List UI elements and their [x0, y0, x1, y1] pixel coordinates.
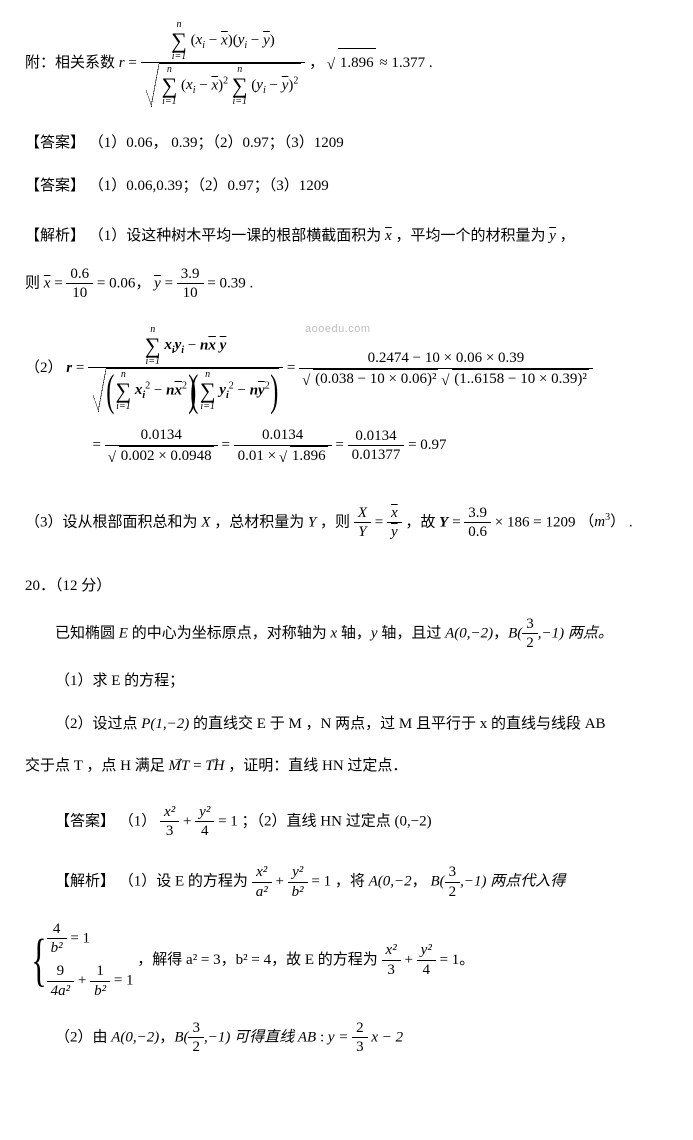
answer-text: （1）0.06,0.39；（2）0.97；（3）1209 [89, 178, 329, 194]
eq-sign: = [128, 55, 140, 71]
r-step4: 0.0134 0.01377 [348, 427, 405, 466]
analysis-p1-calc: 则 x = 0.610 = 0.06， y = 3.910 = 0.39 . [25, 265, 668, 304]
analysis-p3: （3）设从根部面积总和为 X ，总材积量为 Y ，则 XY = xy ，故 Y … [25, 504, 668, 543]
r-formula-frac: n∑i=1 xiyi − nx y ( n∑i=1 xi2 − nx2 )( n… [88, 325, 283, 412]
vec-th: TH [205, 756, 224, 774]
ybar: y [549, 228, 556, 244]
q20-stem-1: 已知椭圆 E 的中心为坐标原点，对称轴为 x 轴，y 轴，且过 A(0,−2)，… [25, 615, 668, 654]
analysis-p2: aooedu.com （2） r = n∑i=1 xiyi − nx y ( n… [25, 325, 668, 412]
p2-label: （2） [25, 360, 63, 376]
analysis-tag: 【解析】 [25, 228, 85, 244]
q20-answer: 【答案】 （1） x²3 + y²4 = 1 ；（2）直线 HN 过定点 (0,… [25, 803, 668, 842]
analysis-p2-line2: = 0.0134 0.002 × 0.0948 = 0.0134 0.01 × … [25, 426, 668, 466]
comma: ， [309, 55, 328, 71]
q20-sub1: （1）求 E 的方程； [25, 667, 668, 696]
sqrt-1896: 1.896 [338, 48, 376, 78]
appendix-correlation: 附：相关系数 r = n∑i=1 (xi − x)(yi − y) n∑i=1 … [25, 20, 668, 107]
approx: ≈ 1.377 [379, 55, 425, 71]
answer-line-1: 【答案】 （1）0.06， 0.39；（2）0.97；（3）1209 [25, 129, 668, 158]
vec-mt: MT [168, 756, 189, 774]
left-brace-icon: { [31, 935, 46, 984]
corr-frac: n∑i=1 (xi − x)(yi − y) n∑i=1 (xi − x)2 n… [141, 20, 306, 107]
answer-line-2: 【答案】 （1）0.06,0.39；（2）0.97；（3）1209 [25, 172, 668, 201]
r-step1: 0.2474 − 10 × 0.06 × 0.39 (0.038 − 10 × … [299, 349, 593, 389]
q20-sub2-b: 交于点 T ，点 H 满足 MT = TH ，证明：直线 HN 过定点． [25, 752, 668, 781]
q20-header: 20．（12 分） [25, 572, 668, 601]
r-symbol: r [119, 55, 125, 71]
appendix-label: 附：相关系数 [25, 55, 115, 71]
q20-analysis-1: 【解析】 （1）设 E 的方程为 x²a² + y²b² = 1 ，将 A(0,… [25, 863, 668, 902]
answer-text: （1）0.06， 0.39；（2）0.97；（3）1209 [89, 135, 344, 151]
r-step3: 0.0134 0.01 × 1.896 [234, 426, 332, 466]
analysis-p1: 【解析】 （1）设这种树木平均一课的根部横截面积为 x ，平均一个的材积量为 y… [25, 222, 668, 251]
answer-tag: 【答案】 [25, 178, 85, 194]
q20-sub2-a: （2）设过点 P(1,−2) 的直线交 E 于 M ，N 两点，过 M 且平行于… [25, 710, 668, 739]
q20-system: { 4b² = 1 94a² + 1b² = 1 ，解得 a² = 3，b² =… [25, 916, 668, 1005]
watermark: aooedu.com [305, 319, 371, 340]
unit: （m3） [579, 514, 625, 530]
answer-tag: 【答案】 [25, 135, 85, 151]
xbar: x [385, 228, 392, 244]
q20-analysis-2: （2）由 A(0,−2)，B(32,−1) 可得直线 AB : y = 23 x… [25, 1019, 668, 1058]
r-step2: 0.0134 0.002 × 0.0948 [105, 426, 218, 466]
